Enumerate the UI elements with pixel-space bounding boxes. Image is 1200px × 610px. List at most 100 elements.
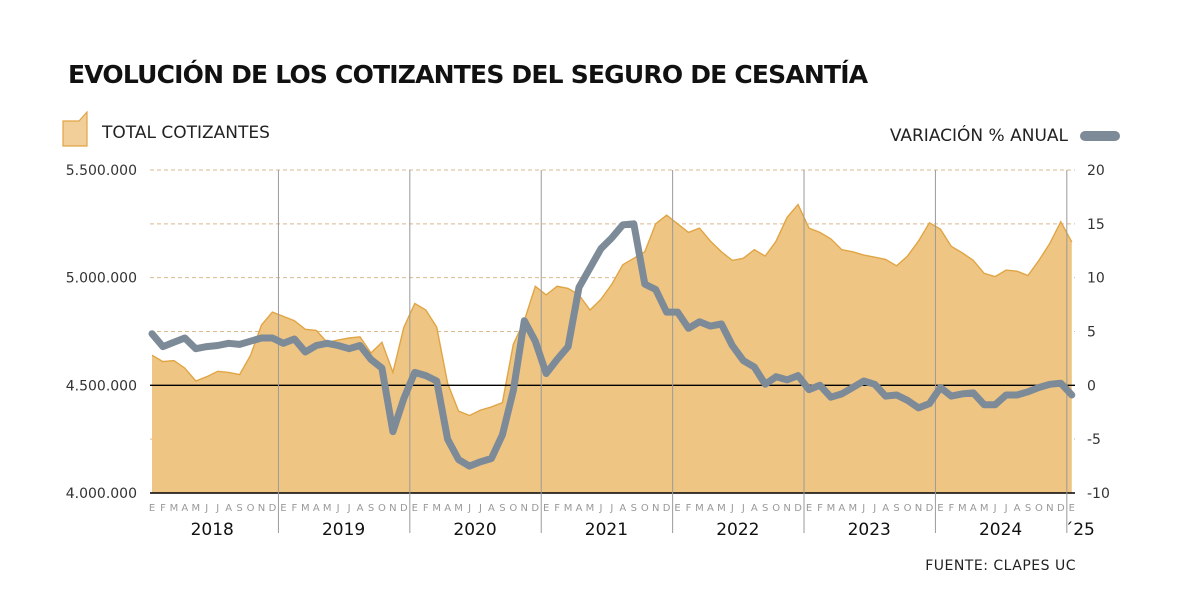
month-tick-50: M [695, 503, 704, 514]
month-tick-19: A [357, 503, 364, 514]
left-axis-ticks: 4.000.000 4.500.000 5.000.000 5.500.000 [66, 163, 137, 502]
source-note: FUENTE: CLAPES UC [925, 558, 1076, 574]
month-tick-22: N [389, 503, 396, 514]
month-tick-30: J [478, 503, 482, 514]
month-tick-23: D [400, 503, 408, 514]
month-tick-13: F [291, 503, 297, 514]
month-tick-5: J [204, 503, 208, 514]
month-tick-51: A [707, 503, 714, 514]
month-tick-28: M [454, 503, 463, 514]
month-tick-52: M [717, 503, 726, 514]
month-tick-65: J [861, 503, 865, 514]
month-tick-27: A [444, 503, 451, 514]
month-tick-39: A [576, 503, 583, 514]
line-series [148, 220, 1076, 470]
month-tick-59: D [794, 503, 802, 514]
legend-label-total: TOTAL COTIZANTES [102, 123, 270, 143]
month-tick-60: E [806, 503, 812, 514]
legend-total-cotizantes: TOTAL COTIZANTES [62, 111, 270, 147]
month-tick-78: J [1004, 503, 1008, 514]
left-tick-label-1: 4.500.000 [66, 378, 137, 394]
month-tick-72: E [937, 503, 943, 514]
area-total-cotizantes [152, 204, 1072, 493]
month-tick-82: N [1046, 503, 1053, 514]
month-tick-79: A [1014, 503, 1021, 514]
month-tick-20: S [368, 503, 374, 514]
month-tick-41: J [598, 503, 602, 514]
left-tick-label-3: 5.500.000 [66, 163, 137, 179]
month-tick-74: M [958, 503, 967, 514]
month-tick-42: J [609, 503, 613, 514]
month-tick-38: M [564, 503, 573, 514]
year-label-2018: 2018 [191, 520, 234, 540]
right-tick-label-5: 15 [1087, 217, 1105, 233]
year-label-2021: 2021 [585, 520, 628, 540]
month-tick-45: O [641, 503, 649, 514]
year-label-2019: 2019 [322, 520, 365, 540]
month-tick-34: N [521, 503, 528, 514]
area-series [151, 203, 1073, 493]
month-tick-3: A [181, 503, 188, 514]
line-swatch-icon [1080, 131, 1120, 141]
month-tick-32: S [499, 503, 505, 514]
month-tick-57: O [772, 503, 780, 514]
left-tick-label-2: 5.000.000 [66, 271, 137, 287]
month-tick-15: A [313, 503, 320, 514]
month-tick-26: M [432, 503, 441, 514]
month-tick-77: J [993, 503, 997, 514]
month-tick-11: D [269, 503, 277, 514]
month-tick-6: J [215, 503, 219, 514]
month-tick-1: F [160, 503, 166, 514]
month-tick-10: N [258, 503, 265, 514]
month-tick-67: A [882, 503, 889, 514]
month-tick-44: S [631, 503, 637, 514]
right-tick-label-0: -10 [1087, 486, 1110, 502]
month-tick-75: A [970, 503, 977, 514]
month-tick-48: E [674, 503, 680, 514]
month-tick-36: E [543, 503, 549, 514]
month-tick-40: M [586, 503, 595, 514]
year-separators [277, 170, 1068, 533]
month-tick-80: S [1025, 503, 1031, 514]
zero-line [150, 384, 1075, 494]
year-label-2022: 2022 [716, 520, 759, 540]
month-tick-62: M [827, 503, 836, 514]
month-tick-73: F [948, 503, 954, 514]
month-tick-54: J [741, 503, 745, 514]
month-tick-7: A [225, 503, 232, 514]
chart-title: EVOLUCIÓN DE LOS COTIZANTES DEL SEGURO D… [68, 60, 868, 89]
month-tick-43: A [619, 503, 626, 514]
month-tick-17: J [336, 503, 340, 514]
year-label-25: ´25 [1065, 520, 1095, 540]
year-label-2023: 2023 [848, 520, 891, 540]
month-tick-64: M [848, 503, 857, 514]
month-tick-68: S [893, 503, 899, 514]
month-tick-84: E [1069, 503, 1075, 514]
month-tick-81: O [1035, 503, 1043, 514]
month-tick-58: N [783, 503, 790, 514]
legend-label-variacion: VARIACIÓN % ANUAL [889, 126, 1068, 146]
month-tick-9: O [247, 503, 255, 514]
month-tick-56: S [762, 503, 768, 514]
month-tick-33: O [509, 503, 517, 514]
right-tick-label-2: 0 [1087, 378, 1096, 394]
month-tick-46: N [652, 503, 659, 514]
month-tick-53: J [730, 503, 734, 514]
right-axis-ticks: -10 -5 0 5 10 15 20 [1087, 163, 1110, 502]
month-tick-76: M [980, 503, 989, 514]
month-tick-49: F [686, 503, 692, 514]
month-tick-35: D [531, 503, 539, 514]
month-tick-69: O [904, 503, 912, 514]
right-tick-label-6: 20 [1087, 163, 1105, 179]
month-tick-63: A [838, 503, 845, 514]
area-swatch-icon [62, 111, 88, 147]
left-tick-label-0: 4.000.000 [66, 486, 137, 502]
month-tick-70: N [915, 503, 922, 514]
month-tick-24: E [412, 503, 418, 514]
month-tick-55: A [751, 503, 758, 514]
line-variacion-anual [148, 220, 1076, 470]
month-tick-31: A [488, 503, 495, 514]
area-outline-total-cotizantes [151, 203, 1073, 417]
